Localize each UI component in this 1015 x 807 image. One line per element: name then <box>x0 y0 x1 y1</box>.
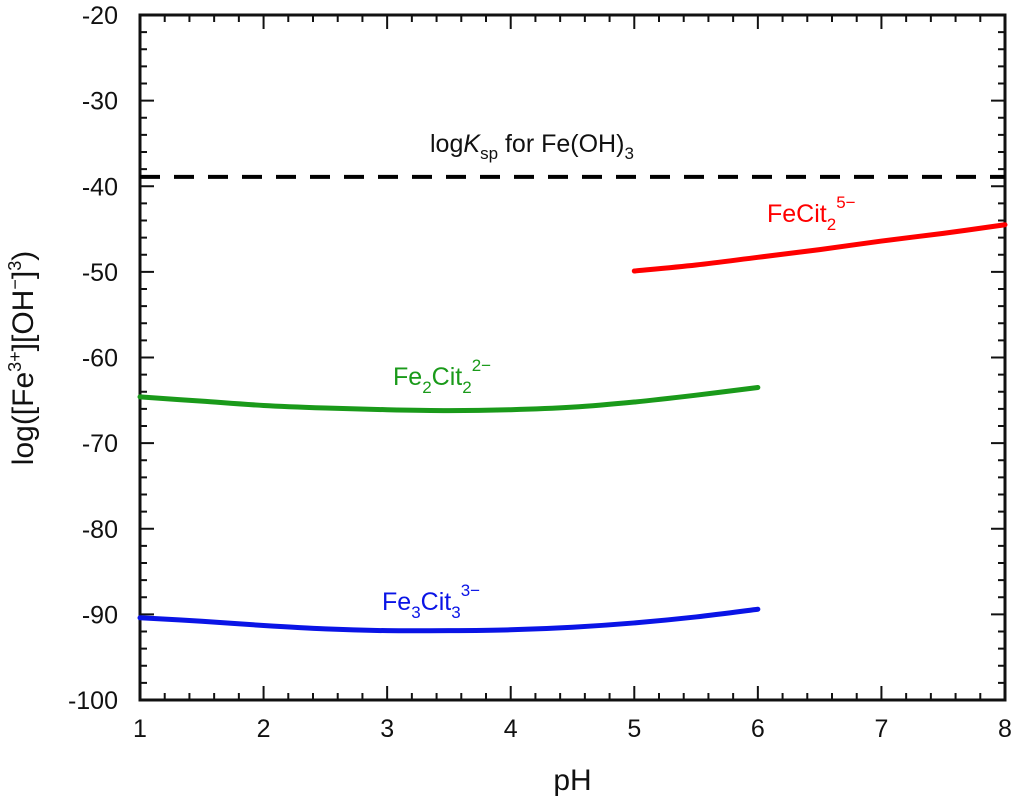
x-tick-label: 8 <box>998 715 1012 743</box>
fe2cit2-curve <box>137 384 761 414</box>
fecit2-label: FeCit25− <box>767 193 856 234</box>
fe3cit3-label: Fe3Cit33− <box>382 581 480 622</box>
x-axis-title: pH <box>553 764 591 797</box>
y-tick-label: -70 <box>82 430 118 458</box>
plot-frame <box>138 13 1007 702</box>
labels-layer: logKsp for Fe(OH)3 FeCit25− Fe2Cit22− Fe3Ci… <box>382 130 856 622</box>
y-axis-title: log([Fe3+][OH−]3) <box>5 251 40 465</box>
y-tick-label: -30 <box>82 88 118 116</box>
fe3cit3-curve <box>137 606 761 634</box>
x-tick-label: 2 <box>257 715 271 743</box>
y-tick-label: -90 <box>82 601 118 629</box>
ksp-label: logKsp for Fe(OH)3 <box>430 130 634 163</box>
y-tick-label: -60 <box>82 345 118 373</box>
x-tick-label: 4 <box>504 715 518 743</box>
x-tick-label: 5 <box>627 715 641 743</box>
fecit2-curve <box>631 222 1008 274</box>
y-tick-label: -50 <box>82 259 118 287</box>
series-layer <box>137 174 1008 634</box>
x-tick-label: 3 <box>380 715 394 743</box>
x-tick-label: 7 <box>874 715 888 743</box>
x-tick-label: 1 <box>133 715 147 743</box>
y-tick-label: -20 <box>82 2 118 30</box>
axes: 1 2 3 4 5 6 7 8 -20 -30 -40 -50 -60 -70 -80 -90 -100 pH lo… <box>5 2 1012 797</box>
y-tick-label: -40 <box>82 173 118 201</box>
x-tick-label: 6 <box>751 715 765 743</box>
y-tick-label: -100 <box>68 687 118 715</box>
fe2cit2-label: Fe2Cit22− <box>393 356 491 397</box>
y-tick-label: -80 <box>82 516 118 544</box>
